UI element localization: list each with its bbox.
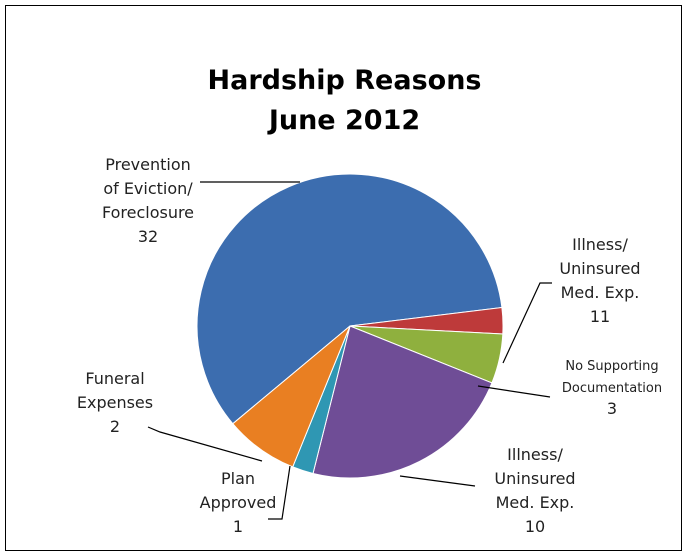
slice-illness-uninsured-10 bbox=[312, 325, 493, 479]
data-label-text: Foreclosure bbox=[102, 203, 194, 222]
leader-line bbox=[399, 475, 476, 487]
label-plan-approved: Plan Approved 1 bbox=[200, 469, 277, 536]
leader-line bbox=[477, 385, 551, 398]
label-prevention-eviction-foreclosure: Prevention of Eviction/Foreclosure 32 bbox=[102, 155, 194, 246]
data-label-text: Uninsured bbox=[494, 469, 575, 488]
data-label-value: 10 bbox=[525, 517, 545, 536]
data-label-value: 11 bbox=[590, 307, 610, 326]
data-label-text: Plan bbox=[221, 469, 255, 488]
leader-line bbox=[502, 282, 552, 364]
data-label-value: 32 bbox=[138, 227, 158, 246]
label-illness-uninsured-11: Illness/Uninsured Med. Exp. 11 bbox=[559, 235, 640, 326]
label-no-supporting-documentation: No Supporting Documentation 3 bbox=[562, 359, 662, 418]
label-funeral-expenses: Funeral Expenses 2 bbox=[77, 369, 153, 436]
chart-title: Hardship Reasons June 2012 bbox=[6, 61, 683, 141]
leader-line bbox=[268, 465, 291, 520]
slice-prevention-eviction-foreclosure bbox=[196, 173, 503, 425]
data-label-text: Med. Exp. bbox=[496, 493, 575, 512]
chart-title-line-2: June 2012 bbox=[268, 105, 421, 136]
data-label-value: 3 bbox=[607, 399, 617, 418]
data-label-text: Funeral bbox=[85, 369, 144, 388]
data-label-text: Med. Exp. bbox=[561, 283, 640, 302]
data-label-text: Prevention bbox=[105, 155, 191, 174]
slice-funeral-expenses bbox=[232, 325, 351, 468]
data-label-value: 2 bbox=[110, 417, 120, 436]
data-label-text: Approved bbox=[200, 493, 277, 512]
data-label-text: Expenses bbox=[77, 393, 153, 412]
data-label-text: Documentation bbox=[562, 381, 662, 396]
data-label-text: No Supporting bbox=[565, 359, 658, 374]
data-label-text: of Eviction/ bbox=[103, 179, 193, 198]
data-label-text: Illness/ bbox=[572, 235, 628, 254]
chart-title-line-1: Hardship Reasons bbox=[207, 65, 482, 96]
label-illness-uninsured-10: Illness/Uninsured Med. Exp. 10 bbox=[494, 445, 575, 536]
data-label-value: 1 bbox=[233, 517, 243, 536]
data-label-text: Uninsured bbox=[559, 259, 640, 278]
leader-line bbox=[147, 426, 263, 462]
data-label-text: Illness/ bbox=[507, 445, 563, 464]
